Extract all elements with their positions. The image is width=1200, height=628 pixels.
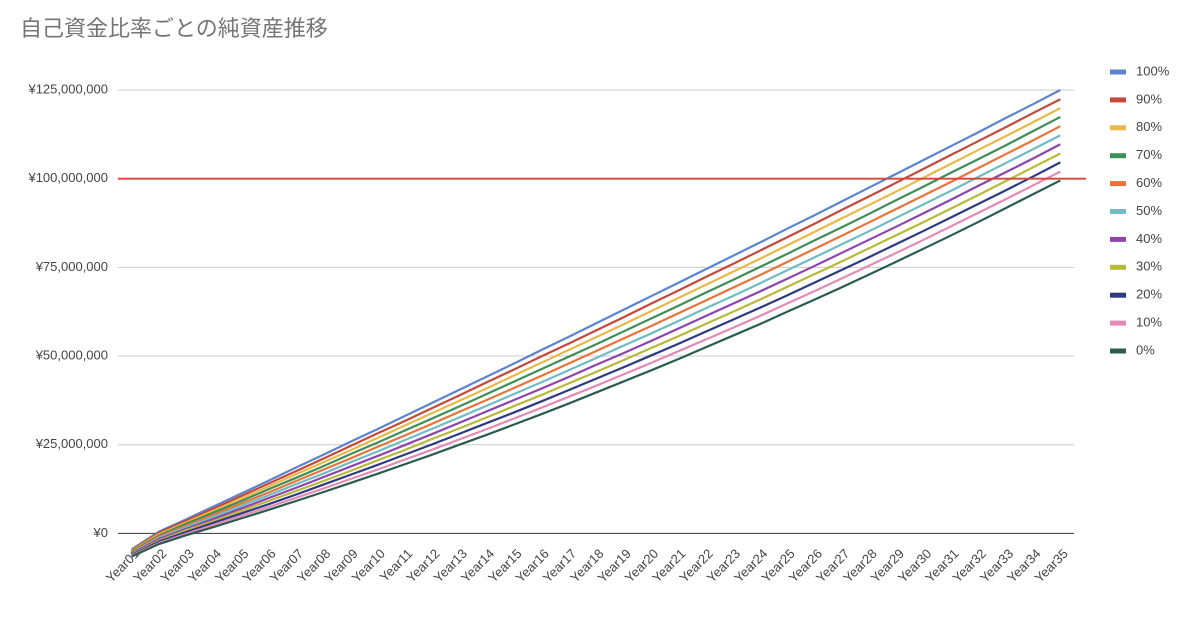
y-tick-label: ¥50,000,000 <box>35 347 108 362</box>
legend-swatch <box>1110 292 1126 298</box>
series-line <box>131 125 1061 554</box>
legend-label: 100% <box>1136 63 1170 78</box>
legend-swatch <box>1110 264 1126 270</box>
chart-title: 自己資金比率ごとの純資産推移 <box>20 16 328 41</box>
series-line <box>131 89 1061 551</box>
series-line <box>131 107 1061 552</box>
legend-label: 60% <box>1136 175 1162 190</box>
legend-swatch <box>1110 320 1126 326</box>
series-line <box>131 179 1061 558</box>
legend-swatch <box>1110 209 1126 214</box>
legend-label: 90% <box>1136 91 1162 106</box>
series-line <box>131 161 1061 557</box>
series-line <box>131 98 1061 551</box>
legend-label: 40% <box>1136 231 1162 246</box>
legend-label: 20% <box>1136 287 1162 302</box>
legend-label: 70% <box>1136 147 1162 162</box>
legend-swatch <box>1110 236 1126 242</box>
y-tick-label: ¥0 <box>93 525 108 540</box>
legend-label: 0% <box>1136 342 1155 357</box>
y-tick-label: ¥25,000,000 <box>35 436 108 451</box>
legend-swatch <box>1110 69 1126 75</box>
legend-label: 10% <box>1136 315 1162 330</box>
legend-swatch <box>1110 97 1126 103</box>
legend-swatch <box>1110 153 1126 159</box>
series-line <box>131 115 1061 553</box>
legend-label: 30% <box>1136 259 1162 274</box>
legend-label: 80% <box>1136 119 1162 134</box>
series-line <box>131 134 1061 554</box>
legend-swatch <box>1110 348 1126 354</box>
y-tick-label: ¥125,000,000 <box>27 81 108 96</box>
series-line <box>131 152 1061 556</box>
legend-swatch <box>1110 125 1126 131</box>
legend-label: 50% <box>1136 203 1162 218</box>
series-line <box>131 170 1061 557</box>
series-line <box>131 143 1061 555</box>
y-tick-label: ¥75,000,000 <box>35 259 108 274</box>
legend-swatch <box>1110 181 1126 187</box>
y-tick-label: ¥100,000,000 <box>27 170 108 185</box>
